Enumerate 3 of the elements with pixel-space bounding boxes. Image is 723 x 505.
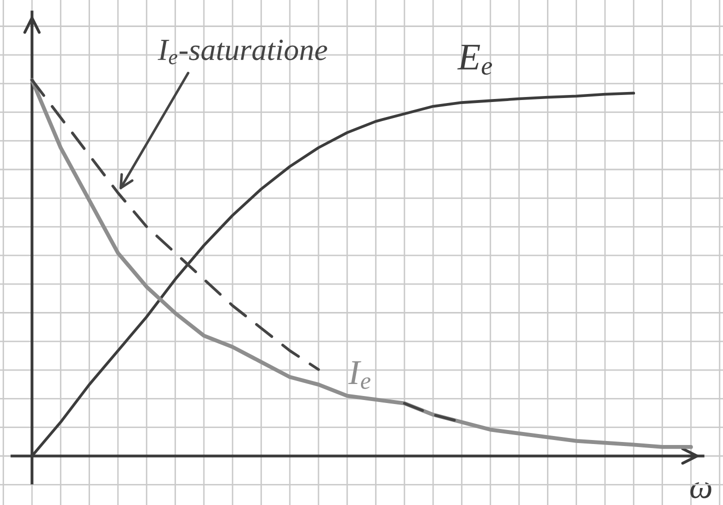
text: I$_{e}$-saturatione [158,40,328,64]
series-label: E$_{e}$ [457,44,492,75]
series-label: I$_{e}$ [348,361,370,390]
